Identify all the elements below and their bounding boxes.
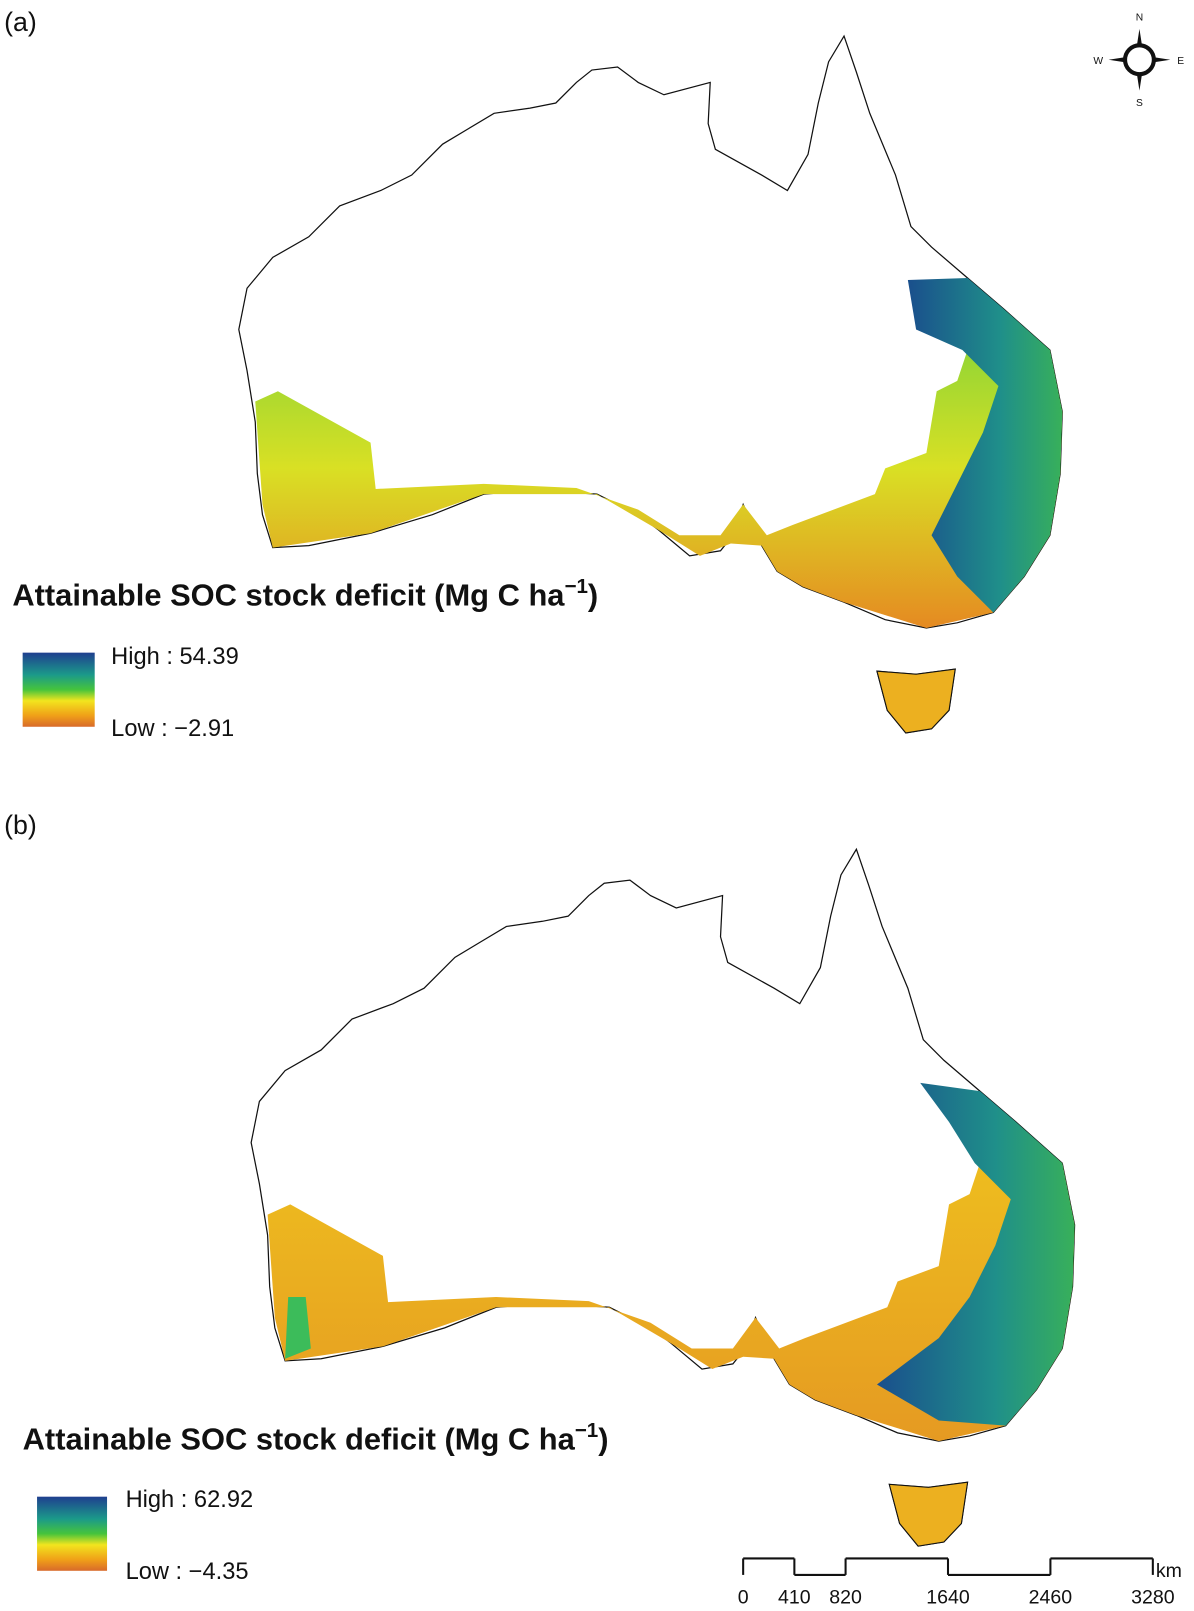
legend-low: Low : −4.35 bbox=[126, 1559, 249, 1585]
compass-s: S bbox=[1136, 98, 1143, 109]
title-close: ) bbox=[598, 1421, 608, 1456]
scale-bar: 0 410 820 1640 2460 3280 km bbox=[738, 1557, 1182, 1609]
compass: N E S W bbox=[1093, 13, 1184, 109]
title-text: Attainable SOC stock deficit (Mg C ha bbox=[12, 577, 565, 612]
scale-tick-label: 2460 bbox=[1029, 1587, 1073, 1609]
legend-title: Attainable SOC stock deficit (Mg C ha−1) bbox=[23, 1419, 609, 1456]
legend-color-bar bbox=[22, 652, 95, 727]
scale-unit: km bbox=[1156, 1560, 1182, 1582]
legend-title: Attainable SOC stock deficit (Mg C ha−1) bbox=[12, 575, 598, 612]
legend-high: High : 62.92 bbox=[126, 1487, 254, 1513]
map-panel-a bbox=[238, 35, 1063, 734]
scale-bar-line bbox=[743, 1557, 1153, 1576]
panel-label: (b) bbox=[4, 810, 37, 840]
scale-tick-label: 0 bbox=[738, 1587, 749, 1609]
map-panel-b bbox=[250, 848, 1076, 1547]
title-superscript: −1 bbox=[564, 575, 587, 598]
scale-tick-label: 3280 bbox=[1131, 1587, 1175, 1609]
compass-w: W bbox=[1093, 56, 1103, 67]
scale-tick-label: 1640 bbox=[926, 1587, 970, 1609]
compass-e: E bbox=[1177, 56, 1184, 67]
legend-color-bar bbox=[37, 1496, 108, 1571]
title-superscript: −1 bbox=[575, 1419, 598, 1442]
panel-label: (a) bbox=[4, 7, 37, 37]
scale-tick-label: 410 bbox=[778, 1587, 811, 1609]
scale-tick-label: 820 bbox=[829, 1587, 862, 1609]
legend-high: High : 54.39 bbox=[111, 644, 239, 670]
compass-n: N bbox=[1136, 13, 1143, 24]
title-text: Attainable SOC stock deficit (Mg C ha bbox=[23, 1421, 576, 1456]
legend-low: Low : −2.91 bbox=[111, 716, 234, 742]
title-close: ) bbox=[588, 577, 598, 612]
